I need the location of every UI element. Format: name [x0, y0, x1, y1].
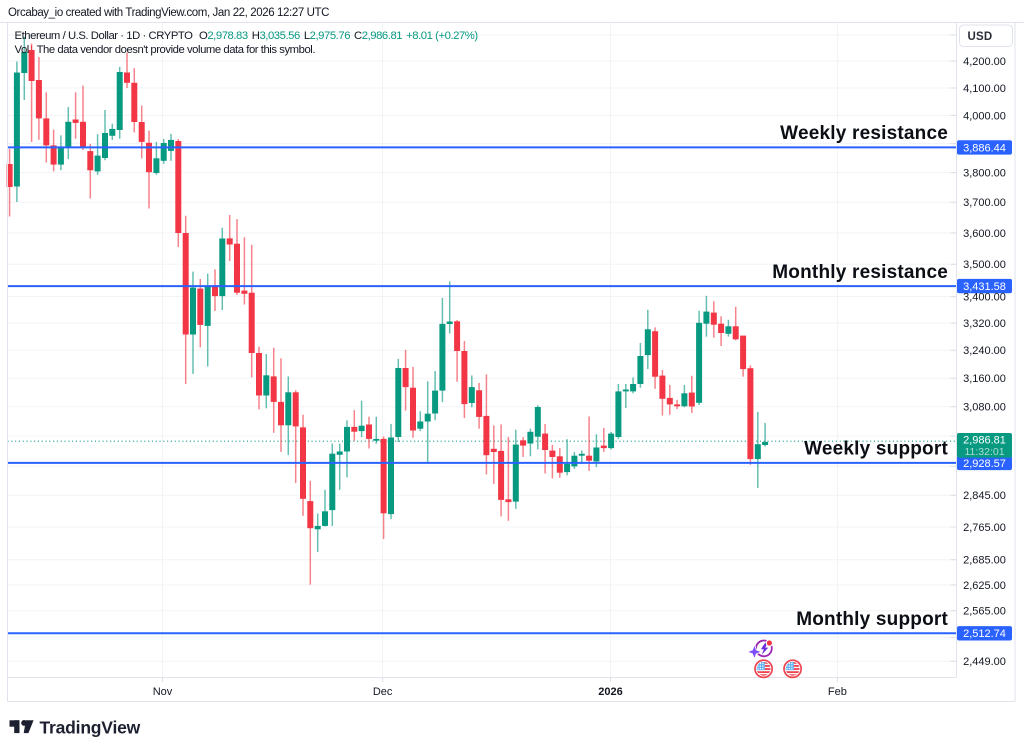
svg-text:2,765.00: 2,765.00 — [963, 522, 1006, 534]
svg-text:3,600.00: 3,600.00 — [963, 228, 1006, 240]
svg-text:3,886.44: 3,886.44 — [963, 142, 1006, 154]
svg-text:3,240.00: 3,240.00 — [963, 345, 1006, 357]
svg-text:3,800.00: 3,800.00 — [963, 168, 1006, 180]
svg-text:Weekly support: Weekly support — [804, 439, 948, 460]
svg-text:2,685.00: 2,685.00 — [963, 555, 1006, 567]
svg-text:11:32:01: 11:32:01 — [964, 446, 1004, 458]
svg-text:Dec: Dec — [373, 686, 393, 698]
svg-text:TradingView: TradingView — [40, 717, 141, 737]
svg-text:Monthly resistance: Monthly resistance — [772, 262, 948, 283]
svg-text:3,160.00: 3,160.00 — [963, 373, 1006, 385]
svg-text:3,431.58: 3,431.58 — [963, 281, 1006, 293]
svg-text:2,625.00: 2,625.00 — [963, 580, 1006, 592]
svg-text:Feb: Feb — [828, 686, 847, 698]
svg-text:Orcabay_io created with Tradin: Orcabay_io created with TradingView.com,… — [8, 7, 329, 19]
svg-text:2,986.81: 2,986.81 — [963, 435, 1006, 447]
svg-text:3,700.00: 3,700.00 — [963, 197, 1006, 209]
svg-text:2,565.00: 2,565.00 — [963, 606, 1006, 618]
svg-text:4,100.00: 4,100.00 — [963, 83, 1006, 95]
svg-text:2026: 2026 — [598, 686, 622, 698]
svg-text:Weekly resistance: Weekly resistance — [780, 123, 948, 144]
svg-text:Ethereum / U.S. Dollar · 1D ·: Ethereum / U.S. Dollar · 1D · CRYPTO O2,9… — [15, 30, 479, 42]
svg-text:3,500.00: 3,500.00 — [963, 259, 1006, 271]
svg-text:2,928.57: 2,928.57 — [963, 458, 1006, 470]
svg-text:2,845.00: 2,845.00 — [963, 490, 1006, 502]
svg-text:4,000.00: 4,000.00 — [963, 110, 1006, 122]
svg-text:3,080.00: 3,080.00 — [963, 402, 1006, 414]
svg-text:Monthly support: Monthly support — [796, 609, 948, 630]
svg-text:2,449.00: 2,449.00 — [963, 656, 1006, 668]
svg-text:3,400.00: 3,400.00 — [963, 292, 1006, 304]
svg-text:Vol!The data vendor doesn't pr: Vol! The data vendor doesn't provide volu… — [15, 44, 316, 56]
svg-text:Nov: Nov — [153, 686, 173, 698]
svg-text:4,200.00: 4,200.00 — [963, 56, 1006, 68]
svg-text:USD: USD — [968, 31, 993, 43]
svg-text:2,512.74: 2,512.74 — [963, 628, 1006, 640]
svg-text:3,320.00: 3,320.00 — [963, 318, 1006, 330]
